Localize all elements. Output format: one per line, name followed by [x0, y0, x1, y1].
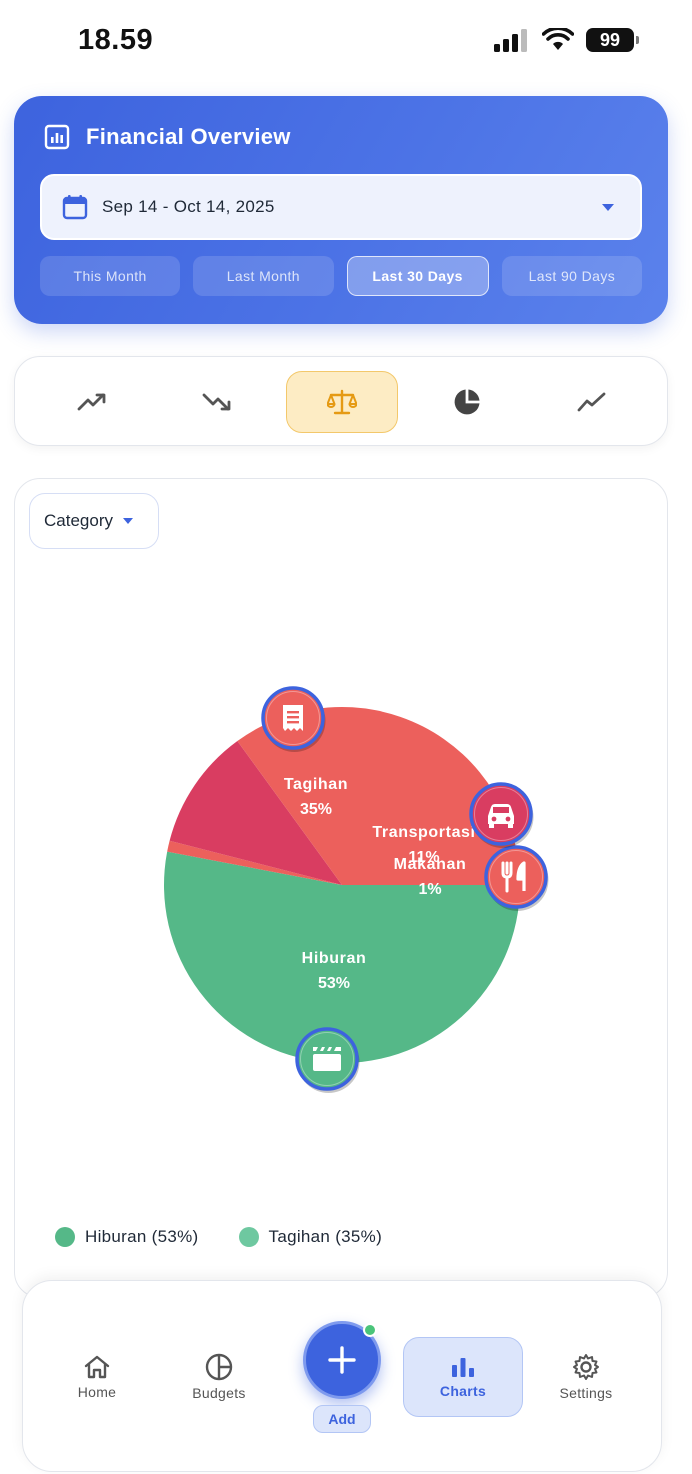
pie-label: Hiburan: [302, 950, 367, 967]
chart-type-income-button[interactable]: [36, 371, 148, 433]
chart-type-trend-button[interactable]: [536, 371, 648, 433]
category-dropdown[interactable]: Category: [29, 493, 159, 549]
receipt-icon: [261, 686, 326, 752]
pie-value-label: 1%: [418, 881, 441, 898]
car-icon: [469, 782, 534, 848]
balance-scale-icon: [327, 389, 357, 415]
status-icons: 99: [494, 28, 639, 52]
pie-chart: Hiburan 53% Makanan 1% Transportasi 11% Tagiha…: [163, 686, 549, 1093]
analytics-icon: [44, 124, 70, 150]
status-bar: 18.59 99: [0, 0, 692, 84]
pie-value-label: 11%: [408, 849, 439, 866]
legend-item: Hiburan (53%): [55, 1227, 199, 1247]
budget-pie-icon: [205, 1353, 233, 1381]
chevron-down-icon: [602, 204, 614, 211]
bottom-navigation: Home Budgets Add Charts Settings: [22, 1280, 662, 1472]
pie-slice-makanan[interactable]: [167, 840, 342, 885]
pie-slice-hiburan[interactable]: [163, 851, 520, 1063]
pie-value-label: 35%: [300, 801, 332, 818]
legend-item: Tagihan (35%): [238, 1227, 383, 1247]
trending-up-icon: [77, 393, 106, 411]
pie-slice-transportasi[interactable]: [169, 740, 342, 885]
tab-last-90-days[interactable]: Last 90 Days: [501, 256, 642, 296]
legend-label: Tagihan (35%): [268, 1227, 383, 1246]
plus-icon: [328, 1346, 356, 1374]
date-range-value: Sep 14 - Oct 14, 2025: [102, 197, 275, 216]
fork-knife-icon: [484, 845, 549, 911]
chevron-down-icon: [122, 518, 133, 524]
pie-chart-icon: [454, 389, 480, 415]
legend-swatch: [238, 1227, 259, 1247]
notification-dot: [363, 1323, 377, 1337]
chart-legend: Hiburan (53%) Tagihan (35%): [55, 1227, 382, 1247]
legend-swatch: [55, 1227, 75, 1247]
clapperboard-icon: [295, 1027, 360, 1093]
nav-home[interactable]: Home: [37, 1337, 157, 1417]
nav-settings-label: Settings: [559, 1385, 613, 1401]
trending-down-icon: [202, 393, 231, 411]
gear-icon: [573, 1354, 599, 1380]
nav-home-label: Home: [77, 1384, 117, 1400]
nav-budgets[interactable]: Budgets: [159, 1337, 279, 1417]
cellular-signal-icon: [494, 29, 527, 52]
add-label[interactable]: Add: [313, 1405, 371, 1433]
overview-title: Financial Overview: [86, 124, 291, 149]
category-dropdown-value: Category: [44, 511, 113, 530]
nav-budgets-label: Budgets: [192, 1385, 246, 1401]
tab-this-month[interactable]: This Month: [40, 256, 181, 296]
pie-label: Tagihan: [284, 776, 348, 793]
financial-overview-card: Financial Overview Sep 14 - Oct 14, 2025…: [14, 96, 668, 324]
tab-last-30-days[interactable]: Last 30 Days: [346, 256, 489, 296]
nav-charts[interactable]: Charts: [403, 1337, 523, 1417]
date-range-picker[interactable]: Sep 14 - Oct 14, 2025: [40, 174, 642, 240]
chart-type-category-button[interactable]: [411, 371, 523, 433]
add-transaction-button[interactable]: [303, 1321, 381, 1399]
legend-label: Hiburan (53%): [85, 1227, 199, 1246]
pie-slice-tagihan[interactable]: [237, 707, 521, 885]
wifi-icon: [542, 28, 574, 50]
tab-last-month[interactable]: Last Month: [193, 256, 334, 296]
overview-header: Financial Overview: [44, 124, 291, 150]
range-tabs: This Month Last Month Last 30 Days Last …: [40, 256, 642, 296]
pie-value-label: 53%: [318, 975, 350, 992]
nav-settings[interactable]: Settings: [526, 1337, 646, 1417]
pie-label: Makanan: [394, 856, 467, 873]
battery-indicator: 99: [586, 28, 639, 52]
chart-card: Category Hiburan 53% Makanan 1% Transportasi…: [14, 478, 668, 1298]
status-time: 18.59: [78, 24, 154, 56]
home-icon: [84, 1355, 110, 1379]
chart-type-selector: [14, 356, 668, 446]
nav-charts-label: Charts: [439, 1383, 487, 1399]
pie-label: Transportasi: [372, 824, 475, 841]
line-chart-icon: [577, 392, 606, 412]
bar-chart-icon: [452, 1358, 474, 1377]
chart-type-balance-button[interactable]: [286, 371, 398, 433]
calendar-icon: [62, 195, 88, 220]
chart-type-expense-button[interactable]: [161, 371, 273, 433]
